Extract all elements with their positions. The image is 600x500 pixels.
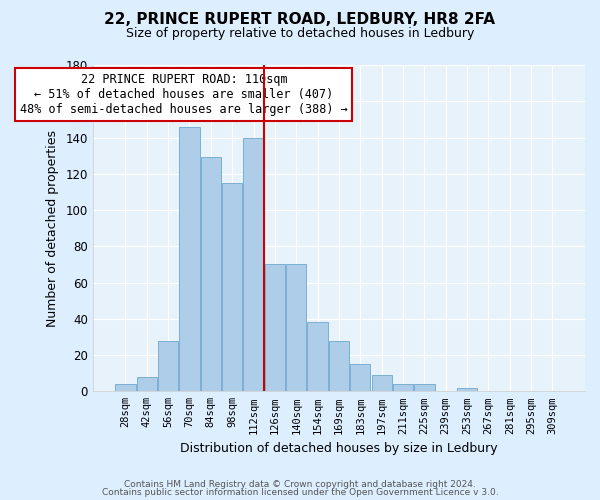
X-axis label: Distribution of detached houses by size in Ledbury: Distribution of detached houses by size …	[180, 442, 498, 455]
Text: Contains public sector information licensed under the Open Government Licence v : Contains public sector information licen…	[101, 488, 499, 497]
Bar	[265, 264, 285, 392]
Bar	[137, 377, 157, 392]
Text: 22 PRINCE RUPERT ROAD: 110sqm
← 51% of detached houses are smaller (407)
48% of : 22 PRINCE RUPERT ROAD: 110sqm ← 51% of d…	[20, 73, 348, 116]
Bar	[244, 138, 263, 392]
Text: 22, PRINCE RUPERT ROAD, LEDBURY, HR8 2FA: 22, PRINCE RUPERT ROAD, LEDBURY, HR8 2FA	[104, 12, 496, 28]
Bar	[457, 388, 477, 392]
Bar	[414, 384, 434, 392]
Bar	[222, 183, 242, 392]
Bar	[329, 340, 349, 392]
Text: Size of property relative to detached houses in Ledbury: Size of property relative to detached ho…	[126, 28, 474, 40]
Bar	[371, 375, 392, 392]
Bar	[115, 384, 136, 392]
Bar	[200, 158, 221, 392]
Bar	[307, 322, 328, 392]
Bar	[286, 264, 307, 392]
Y-axis label: Number of detached properties: Number of detached properties	[46, 130, 59, 326]
Bar	[158, 340, 178, 392]
Bar	[350, 364, 370, 392]
Text: Contains HM Land Registry data © Crown copyright and database right 2024.: Contains HM Land Registry data © Crown c…	[124, 480, 476, 489]
Bar	[179, 126, 200, 392]
Bar	[393, 384, 413, 392]
